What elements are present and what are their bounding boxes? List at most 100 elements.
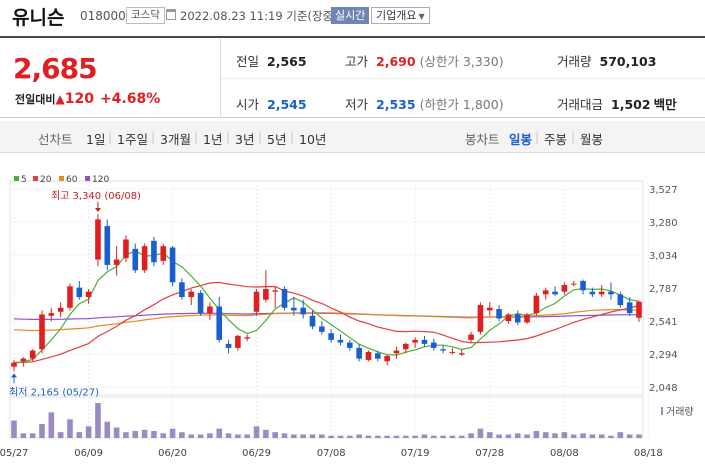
volume-bar [430,435,437,438]
volume-bar [328,435,334,438]
volume-value: 570,103 [599,54,657,69]
period-5y[interactable]: 5년 [267,132,287,147]
volume-bar [11,420,17,438]
upper-limit: (상한가 3,330) [419,54,504,69]
candle-body [309,315,316,327]
volume-bar [244,434,251,438]
legend-label: 20 [40,175,52,185]
volume-bar [85,426,92,438]
volume-bar [468,433,474,438]
high-value: 2,690 [376,54,416,69]
volume-bar [281,433,288,438]
volume-bar [608,435,614,438]
candle-body [141,246,148,271]
change-value: 120 [64,91,94,107]
volume-bar [542,432,549,438]
period-3y[interactable]: 3년 [235,132,255,147]
volume-bar [458,435,465,438]
candle-body [365,351,372,360]
candle-body [132,248,139,271]
candlestick-chart[interactable]: 3,527 3,280 3,034 2,787 2,541 2,294 2,048 05/27… [0,154,705,469]
candle-chart-label: 봉차트 [465,132,500,147]
x-tick-label: 07/28 [475,448,504,459]
current-price: 2,685 [13,52,98,85]
legend-swatch [33,176,38,181]
volume-bar [272,432,278,438]
volume-bar [356,434,362,438]
candle-body [608,291,614,295]
volume-bar [48,412,55,438]
low-label: 저가 [345,97,369,112]
legend-swatch [14,176,19,181]
candle-body [589,291,596,295]
chevron-down-icon: ▼ [418,12,425,21]
amount-unit: 백만 [653,97,677,112]
corp-info-dropdown[interactable]: 기업개요 ▼ [371,7,430,24]
volume-bar [39,424,45,438]
low-price: 저가 2,535 (하한가 1,800) [345,94,504,113]
market-badge: 코스닥 [126,7,165,24]
volume-area [9,396,644,439]
candle-body [95,219,101,260]
x-tick-label: 07/19 [401,448,430,459]
period-1d[interactable]: 1일 [86,132,106,147]
period-10y[interactable]: 10년 [299,132,327,147]
candle-body [384,355,390,362]
candle-body [235,335,241,348]
candle-body [207,306,213,314]
separator: | [226,129,231,144]
y-tick-label: 3,280 [649,218,678,229]
candle-daily[interactable]: 일봉 [509,132,533,147]
candle-body [328,333,334,340]
candle-body [244,337,251,339]
candle-body [188,291,195,298]
candle-body [514,314,521,323]
open-price: 시가 2,545 [236,94,307,113]
x-tick-label: 08/18 [634,448,663,459]
volume-bar [291,434,297,438]
volume-bar [179,432,185,438]
y-tick-label: 3,527 [649,185,678,196]
volume-bar [141,429,148,438]
max-label: 최고 3,340 (06/08) [51,190,141,202]
candle-body [291,307,297,311]
candle-body [216,306,223,340]
candle-monthly[interactable]: 월봉 [580,132,604,147]
separator: | [535,129,540,144]
candle-body [197,293,204,314]
realtime-button[interactable]: 실시간 [331,7,370,24]
prev-label: 전일 [236,54,260,69]
volume-bar [393,435,400,438]
amount-value: 1,502 [611,97,651,112]
candle-body [552,291,558,295]
period-3m[interactable]: 3개월 [160,132,191,147]
candle-body [570,283,577,285]
candle-body [11,362,17,367]
volume-bar [337,435,344,438]
volume-bar [440,435,446,438]
volume-bar [67,419,73,438]
candle-body [104,226,111,265]
candle-body [412,339,418,343]
change-label: 전일대비 [15,93,56,106]
x-tick-label: 06/29 [242,448,271,459]
candle-body [402,343,409,350]
volume-bar [412,435,418,438]
low-value: 2,535 [376,97,416,112]
volume-bar [123,432,129,438]
volume-bar [505,434,512,438]
volume-bar [20,433,27,438]
candle-weekly[interactable]: 주봉 [544,132,568,147]
legend-swatch [59,176,64,181]
candle-body [477,305,484,332]
y-tick-label: 2,048 [649,383,678,394]
volume-label: 거래량 [557,54,592,69]
candle-body [160,246,167,261]
change-percent: +4.68% [99,91,161,107]
min-label: 최저 2,165 (05/27) [9,386,99,398]
period-1y[interactable]: 1년 [203,132,223,147]
period-1w[interactable]: 1주일 [117,132,148,147]
calendar-icon [166,9,176,20]
volume-legend-swatch [661,407,663,415]
candle-body [561,284,568,292]
